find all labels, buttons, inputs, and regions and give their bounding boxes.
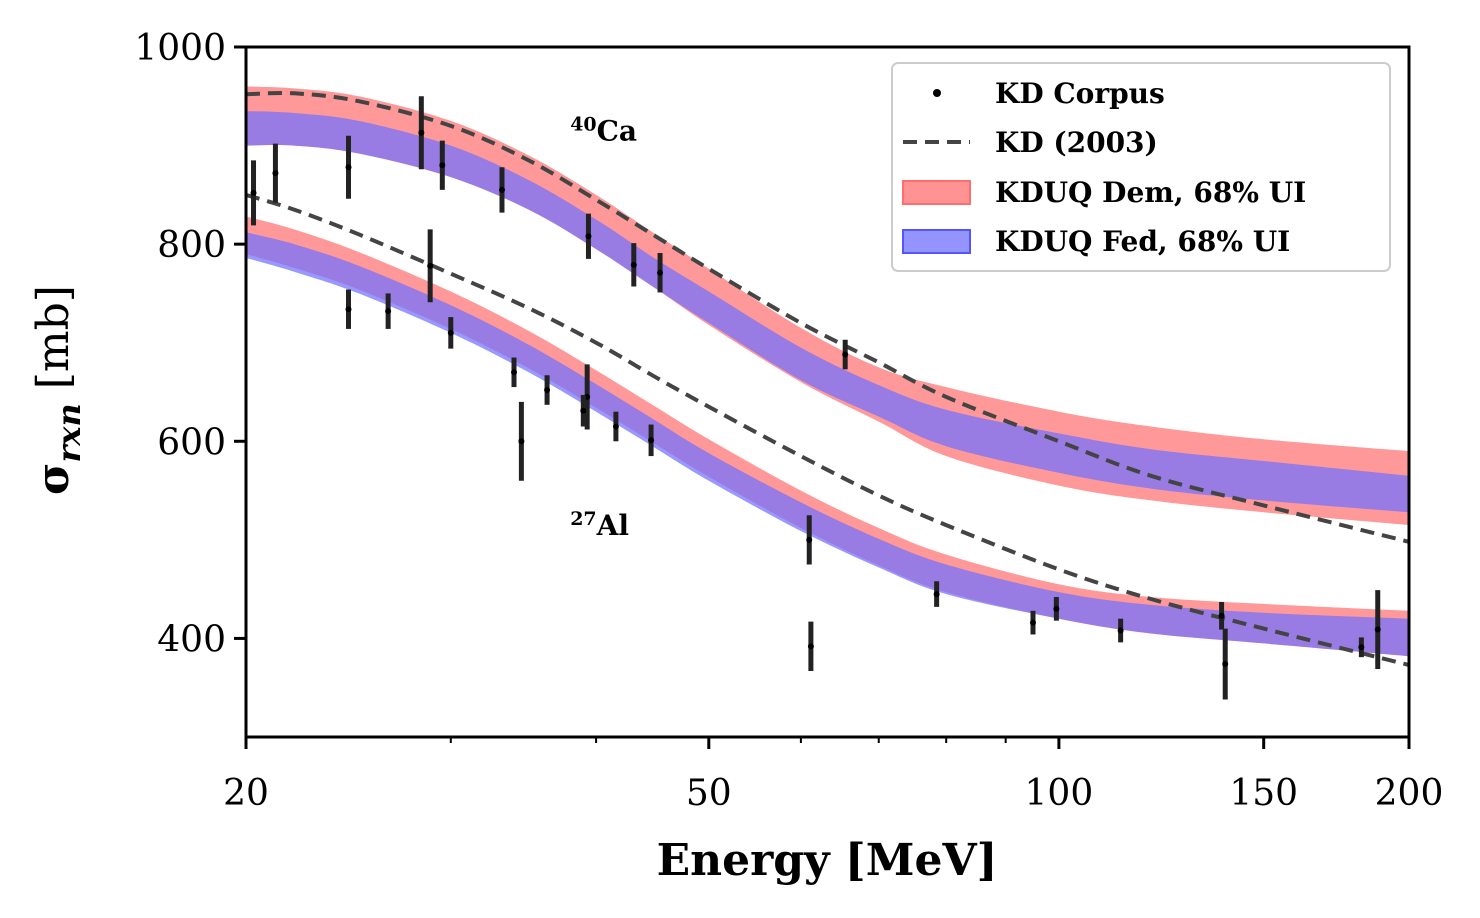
annotation-27al-mass: 27 bbox=[570, 508, 596, 530]
data-point-0-8 bbox=[657, 269, 664, 276]
data-point-1-4 bbox=[511, 369, 518, 376]
data-point-1-18 bbox=[1222, 661, 1229, 668]
data-point-1-17 bbox=[1218, 612, 1225, 619]
data-point-1-11 bbox=[806, 536, 813, 543]
data-point-0-2 bbox=[345, 164, 352, 171]
data-point-1-3 bbox=[447, 329, 454, 336]
annotation-27al: 27Al bbox=[570, 508, 629, 542]
data-point-1-2 bbox=[427, 262, 434, 269]
y-axis-ticks: 400 600 800 1000 bbox=[134, 28, 246, 660]
y-axis-label-subscript: rxn bbox=[50, 403, 88, 462]
data-point-1-6 bbox=[544, 387, 551, 394]
plot-frame bbox=[244, 45, 1411, 739]
kd-2003-curves bbox=[246, 90, 1409, 667]
data-point-1-14 bbox=[1029, 619, 1036, 626]
data-point-1-19 bbox=[1358, 644, 1365, 651]
legend-label-kduq-fed: KDUQ Fed, 68% UI bbox=[995, 225, 1290, 258]
data-point-0-9 bbox=[842, 351, 849, 358]
kduq-fed-band-1 bbox=[246, 232, 1409, 657]
x-axis-ticks: 20 50 100 150 200 bbox=[223, 737, 1443, 814]
data-point-0-7 bbox=[630, 261, 637, 268]
data-point-0-4 bbox=[439, 162, 446, 169]
data-point-1-15 bbox=[1053, 605, 1060, 612]
data-point-1-13 bbox=[933, 591, 940, 598]
data-point-1-0 bbox=[345, 306, 352, 313]
data-point-0-5 bbox=[498, 186, 505, 193]
kduq-dem-band-1 bbox=[246, 216, 1409, 657]
isotope-annotations: 40Ca 27Al bbox=[570, 114, 637, 542]
legend-marker-kd-corpus bbox=[933, 89, 941, 97]
kd-corpus-points bbox=[250, 96, 1381, 700]
legend-label-kd-corpus: KD Corpus bbox=[995, 77, 1165, 110]
legend-marker-kduq-dem bbox=[902, 180, 971, 205]
annotation-40ca-element: Ca bbox=[597, 115, 637, 148]
x-tick-label: 50 bbox=[686, 773, 732, 814]
plot-area bbox=[246, 86, 1409, 700]
data-point-1-5 bbox=[518, 438, 525, 445]
x-tick-label: 150 bbox=[1229, 773, 1298, 814]
x-tick-label: 100 bbox=[1025, 773, 1094, 814]
kd-2003-curve-1 bbox=[246, 192, 1409, 667]
legend-marker-kduq-fed bbox=[902, 229, 971, 254]
data-point-1-1 bbox=[385, 308, 392, 315]
y-tick-label: 600 bbox=[157, 422, 226, 463]
x-tick-label: 20 bbox=[223, 773, 269, 814]
y-axis-label-symbol: σ bbox=[28, 462, 79, 494]
legend-label-kd-2003: KD (2003) bbox=[995, 126, 1158, 159]
svg-text:σrxn [mb]: σrxn [mb] bbox=[28, 285, 88, 495]
y-axis-label-unit: [mb] bbox=[28, 285, 79, 403]
y-tick-label: 800 bbox=[157, 225, 226, 266]
data-point-0-0 bbox=[250, 189, 257, 196]
legend-label-kduq-dem: KDUQ Dem, 68% UI bbox=[995, 176, 1306, 209]
data-point-0-6 bbox=[585, 233, 592, 240]
data-point-1-20 bbox=[1374, 626, 1381, 633]
x-tick-label: 200 bbox=[1375, 773, 1444, 814]
legend-box bbox=[891, 62, 1391, 272]
annotation-27al-element: Al bbox=[596, 509, 629, 542]
legend: KD Corpus KD (2003) KDUQ Dem, 68% UI KDU… bbox=[891, 62, 1391, 272]
data-point-1-8 bbox=[580, 407, 587, 414]
y-tick-label: 400 bbox=[157, 619, 226, 660]
annotation-40ca-mass: 40 bbox=[570, 114, 596, 136]
kd-2003-curve-0 bbox=[246, 90, 1409, 544]
kduq-fed-band-0 bbox=[246, 111, 1409, 513]
data-point-0-3 bbox=[418, 129, 425, 136]
data-point-1-9 bbox=[612, 423, 619, 430]
y-axis-label: σrxn [mb] bbox=[28, 285, 88, 495]
annotation-40ca: 40Ca bbox=[570, 114, 637, 148]
x-axis-label: Energy [MeV] bbox=[657, 835, 998, 886]
data-point-1-10 bbox=[648, 437, 655, 444]
uncertainty-bands bbox=[246, 86, 1409, 657]
data-point-1-16 bbox=[1117, 627, 1124, 634]
data-point-0-1 bbox=[272, 170, 279, 177]
y-tick-label: 1000 bbox=[134, 28, 226, 69]
data-point-1-12 bbox=[807, 643, 814, 650]
